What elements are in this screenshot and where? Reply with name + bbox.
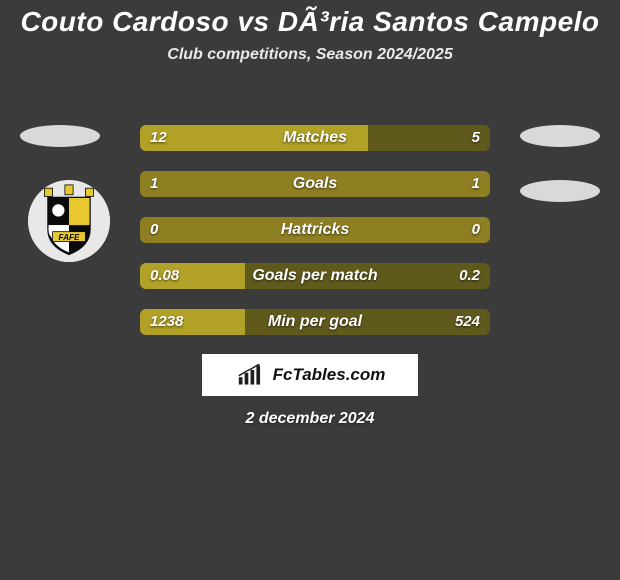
- player2-marker-alt: [520, 180, 600, 202]
- brand-text: FcTables.com: [273, 365, 386, 385]
- player2-marker: [520, 125, 600, 147]
- stat-label: Goals per match: [140, 263, 490, 289]
- stat-label: Matches: [140, 125, 490, 151]
- subtitle: Club competitions, Season 2024/2025: [0, 46, 620, 64]
- page-title: Couto Cardoso vs DÃ³ria Santos Campelo: [0, 0, 620, 38]
- stat-row: 0.080.2Goals per match: [140, 263, 490, 289]
- brand-attribution: FcTables.com: [202, 354, 418, 396]
- comparison-bars: 125Matches 11Goals 00Hattricks 0.080.2Goals…: [140, 125, 490, 355]
- stat-row: 125Matches: [140, 125, 490, 151]
- snapshot-date: 2 december 2024: [0, 410, 620, 428]
- stat-row: 11Goals: [140, 171, 490, 197]
- stat-row: 00Hattricks: [140, 217, 490, 243]
- chart-bars-icon: [235, 364, 269, 386]
- player1-marker: [20, 125, 100, 147]
- stat-row: 1238524Min per goal: [140, 309, 490, 335]
- stat-label: Min per goal: [140, 309, 490, 335]
- club-crest: FAFE: [28, 180, 110, 262]
- stat-label: Goals: [140, 171, 490, 197]
- svg-text:FAFE: FAFE: [59, 233, 80, 242]
- stat-label: Hattricks: [140, 217, 490, 243]
